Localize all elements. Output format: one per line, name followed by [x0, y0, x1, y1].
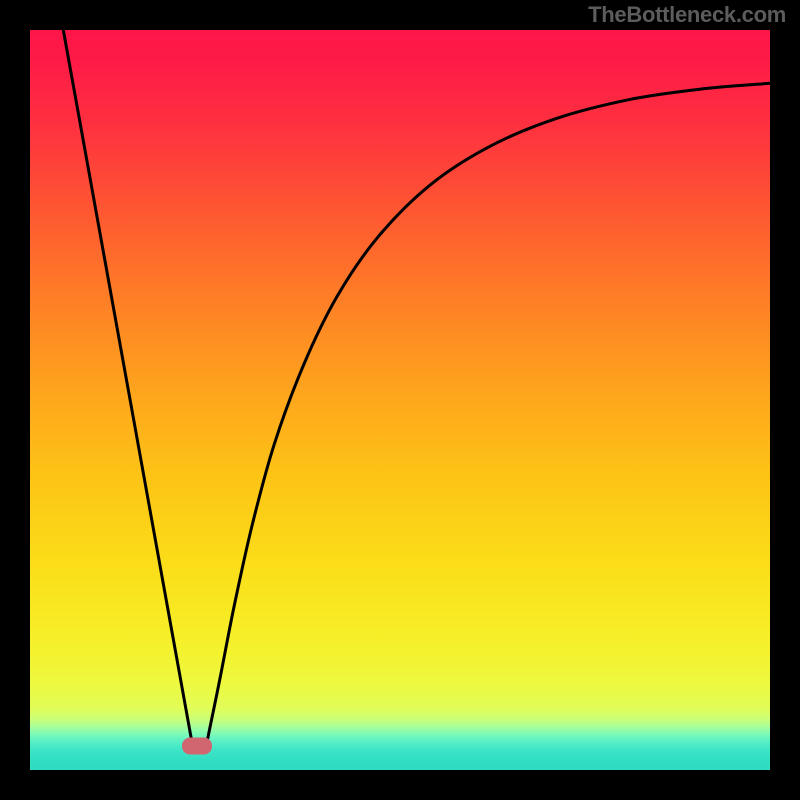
watermark-text: TheBottleneck.com — [588, 2, 786, 28]
trough-marker — [182, 738, 212, 755]
curve-svg — [30, 30, 770, 770]
gradient-background — [30, 30, 770, 770]
frame-bottom — [0, 770, 800, 800]
frame-right — [770, 0, 800, 800]
frame-left — [0, 0, 30, 800]
plot-area — [30, 30, 770, 770]
